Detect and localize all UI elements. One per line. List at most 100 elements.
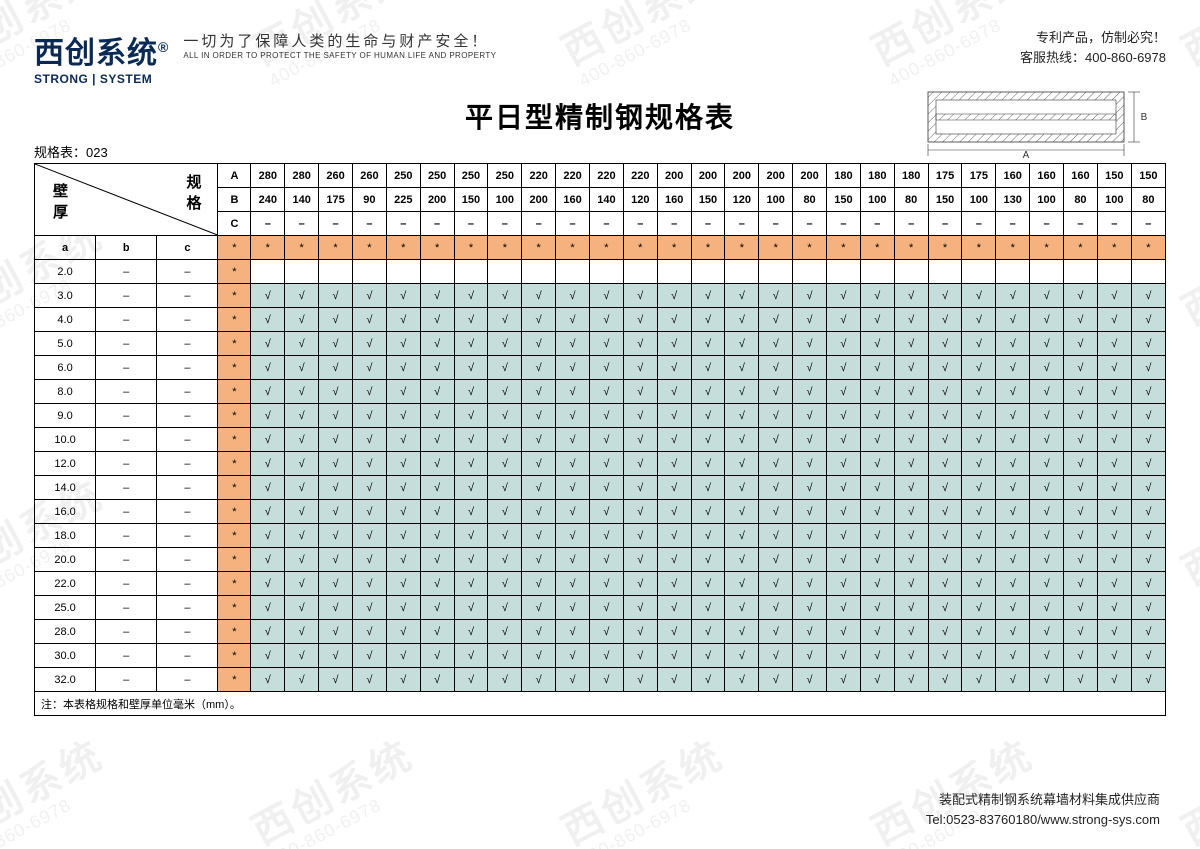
cell-check: √ <box>894 620 928 644</box>
hdr-C-val: – <box>420 212 454 236</box>
wall-c: – <box>157 404 218 428</box>
hdr-C-val: – <box>623 212 657 236</box>
cell-empty <box>657 260 691 284</box>
cell-check: √ <box>420 452 454 476</box>
page: 西创系统® STRONG | SYSTEM 一切为了保障人类的生命与财产安全！ … <box>0 0 1200 849</box>
wall-c: – <box>157 596 218 620</box>
cell-empty <box>1030 260 1064 284</box>
cell-check: √ <box>827 644 861 668</box>
cell-check: √ <box>454 500 488 524</box>
wall-a: 5.0 <box>35 332 96 356</box>
cell-check: √ <box>352 284 386 308</box>
cell-check: √ <box>420 404 454 428</box>
cell-check: √ <box>454 284 488 308</box>
cell-check: √ <box>725 404 759 428</box>
cell-check: √ <box>1097 596 1131 620</box>
hdr-A-val: 250 <box>454 164 488 188</box>
cell-check: √ <box>691 500 725 524</box>
slogan: 一切为了保障人类的生命与财产安全！ ALL IN ORDER TO PROTEC… <box>183 30 496 60</box>
star-cell: * <box>894 236 928 260</box>
cell-check: √ <box>251 356 285 380</box>
cell-empty <box>1131 260 1165 284</box>
cell-check: √ <box>1064 428 1098 452</box>
cell-check: √ <box>928 500 962 524</box>
hdr-A-val: 175 <box>928 164 962 188</box>
wall-b: – <box>96 284 157 308</box>
cell-check: √ <box>1030 524 1064 548</box>
cell-check: √ <box>691 548 725 572</box>
cell-check: √ <box>420 380 454 404</box>
wall-a: 30.0 <box>35 644 96 668</box>
cell-check: √ <box>623 620 657 644</box>
hdr-B-val: 240 <box>251 188 285 212</box>
cell-check: √ <box>725 620 759 644</box>
wall-c: – <box>157 332 218 356</box>
cell-check: √ <box>556 500 590 524</box>
cell-check: √ <box>860 476 894 500</box>
cell-check: √ <box>488 476 522 500</box>
cell-check: √ <box>928 644 962 668</box>
footer: 装配式精制钢系统幕墙材料集成供应商 Tel:0523-83760180/www.… <box>926 790 1160 829</box>
hdr-C-val: – <box>827 212 861 236</box>
wall-star: * <box>218 428 251 452</box>
hdr-A-val: 250 <box>488 164 522 188</box>
cell-check: √ <box>522 428 556 452</box>
cell-check: √ <box>759 380 793 404</box>
hdr-C-val: – <box>996 212 1030 236</box>
cell-check: √ <box>556 356 590 380</box>
cell-check: √ <box>1131 308 1165 332</box>
cell-check: √ <box>386 452 420 476</box>
cell-check: √ <box>793 476 827 500</box>
cell-check: √ <box>1030 356 1064 380</box>
cell-check: √ <box>522 644 556 668</box>
cell-check: √ <box>657 428 691 452</box>
hdr-A-val: 180 <box>894 164 928 188</box>
cell-check: √ <box>488 644 522 668</box>
cell-check: √ <box>928 356 962 380</box>
cell-check: √ <box>589 620 623 644</box>
cell-check: √ <box>860 380 894 404</box>
cell-check: √ <box>454 476 488 500</box>
cell-check: √ <box>488 524 522 548</box>
cell-check: √ <box>894 524 928 548</box>
cell-check: √ <box>420 284 454 308</box>
hdr-C-val: – <box>1131 212 1165 236</box>
hdr-A-val: 175 <box>962 164 996 188</box>
hdr-B-val: 150 <box>691 188 725 212</box>
cell-check: √ <box>657 644 691 668</box>
cell-check: √ <box>319 596 353 620</box>
cell-check: √ <box>623 548 657 572</box>
star-cell: * <box>657 236 691 260</box>
cell-check: √ <box>894 500 928 524</box>
wall-c: – <box>157 644 218 668</box>
slogan-en: ALL IN ORDER TO PROTECT THE SAFETY OF HU… <box>183 51 496 60</box>
cell-check: √ <box>759 668 793 692</box>
cell-check: √ <box>1030 548 1064 572</box>
cell-check: √ <box>725 428 759 452</box>
star-cell: * <box>996 236 1030 260</box>
wall-a: 16.0 <box>35 500 96 524</box>
cell-check: √ <box>759 524 793 548</box>
cell-check: √ <box>556 668 590 692</box>
cell-check: √ <box>522 524 556 548</box>
footnote: 注：本表格规格和壁厚单位毫米（mm）。 <box>35 692 1166 716</box>
cell-check: √ <box>691 308 725 332</box>
cell-check: √ <box>522 476 556 500</box>
cell-check: √ <box>488 404 522 428</box>
wall-a: 14.0 <box>35 476 96 500</box>
cell-check: √ <box>522 668 556 692</box>
cell-check: √ <box>759 644 793 668</box>
cell-check: √ <box>860 404 894 428</box>
cell-check: √ <box>793 332 827 356</box>
hdr-A-val: 200 <box>793 164 827 188</box>
cell-check: √ <box>1064 500 1098 524</box>
cell-check: √ <box>488 332 522 356</box>
hdr-b: b <box>96 236 157 260</box>
hdr-C-val: – <box>1064 212 1098 236</box>
cell-check: √ <box>319 476 353 500</box>
cell-check: √ <box>589 548 623 572</box>
cell-check: √ <box>623 524 657 548</box>
cell-empty <box>589 260 623 284</box>
cell-check: √ <box>1131 476 1165 500</box>
cell-check: √ <box>928 332 962 356</box>
